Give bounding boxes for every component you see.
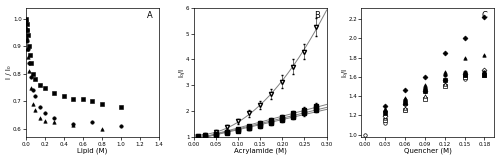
Point [32, 95, 40, 97]
Point [29, 73, 37, 75]
Point [60, 95, 68, 97]
Point [117, 106, 125, 108]
X-axis label: Lipid (M): Lipid (M) [77, 148, 108, 154]
Point [50, 121, 58, 124]
Point [88, 121, 96, 124]
Point [24, 34, 32, 36]
Point [32, 108, 40, 111]
Point [24, 70, 32, 72]
Text: B: B [314, 12, 320, 20]
Y-axis label: I₀/I: I₀/I [178, 68, 184, 77]
Point [50, 117, 58, 119]
Point [29, 89, 37, 92]
Point [22, 20, 30, 23]
Point [23, 28, 31, 31]
Point [26, 86, 34, 89]
X-axis label: Quencher (M): Quencher (M) [404, 148, 452, 154]
Point [36, 106, 44, 108]
Point [36, 84, 44, 86]
Point [98, 103, 106, 105]
Point [70, 97, 78, 100]
Point [22, 26, 30, 28]
Point [32, 78, 40, 81]
Point [24, 62, 32, 64]
Point [26, 75, 34, 78]
Y-axis label: I / I₀: I / I₀ [6, 66, 12, 79]
Point [24, 48, 32, 50]
Text: C: C [482, 12, 488, 20]
X-axis label: Acrylamide (M): Acrylamide (M) [234, 148, 286, 154]
Text: A: A [146, 12, 152, 20]
Point [23, 37, 31, 39]
Point [70, 124, 78, 126]
Point [41, 86, 49, 89]
Point [22, 17, 30, 20]
Point [26, 53, 34, 56]
Point [41, 111, 49, 114]
Point [88, 100, 96, 103]
Point [24, 28, 32, 31]
Point [98, 128, 106, 130]
Point [24, 39, 32, 42]
Point [24, 56, 32, 59]
Point [50, 92, 58, 94]
Point [41, 120, 49, 122]
Point [36, 117, 44, 119]
Point [117, 125, 125, 128]
Point [29, 103, 37, 105]
Point [23, 23, 31, 25]
Point [24, 48, 32, 50]
Point [26, 62, 34, 64]
Point [70, 122, 78, 125]
Point [24, 45, 32, 48]
Y-axis label: I₀/I: I₀/I [341, 68, 347, 77]
Point [79, 97, 87, 100]
